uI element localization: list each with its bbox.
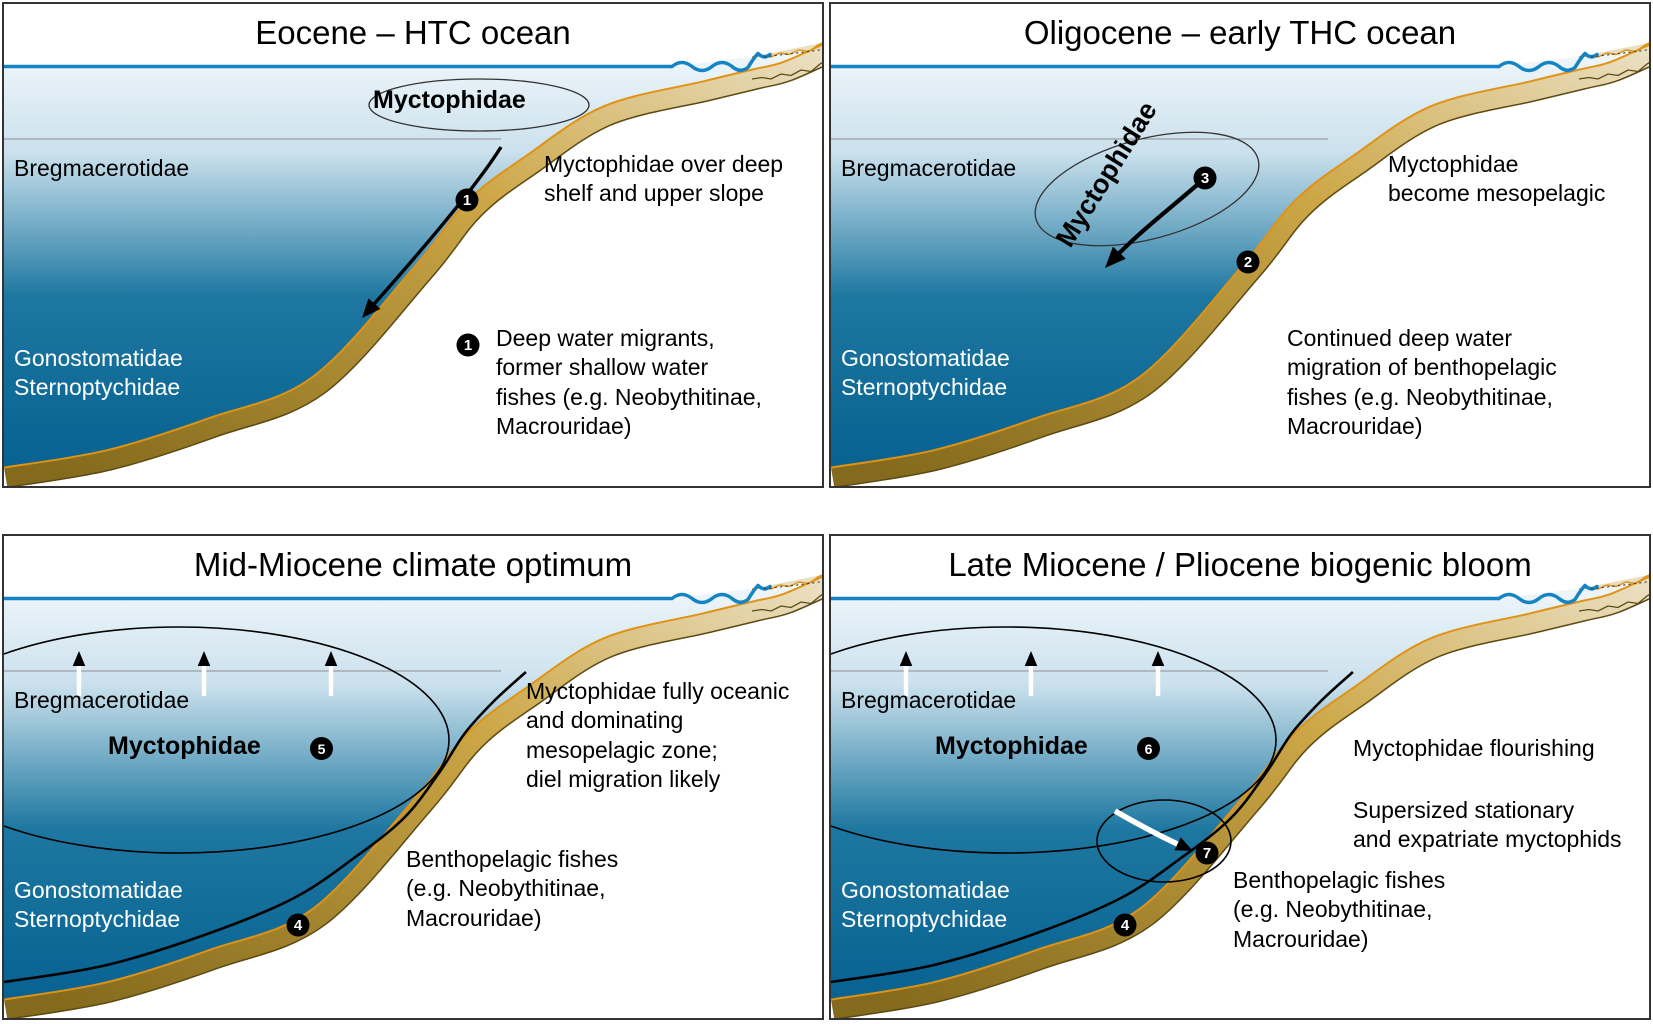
svg-text:7: 7 xyxy=(1203,845,1211,862)
svg-text:2: 2 xyxy=(1244,254,1252,271)
svg-text:3: 3 xyxy=(1201,170,1209,187)
svg-text:4: 4 xyxy=(294,917,303,934)
svg-text:1: 1 xyxy=(464,337,472,354)
svg-text:4: 4 xyxy=(1121,917,1130,934)
svg-text:1: 1 xyxy=(463,192,471,209)
